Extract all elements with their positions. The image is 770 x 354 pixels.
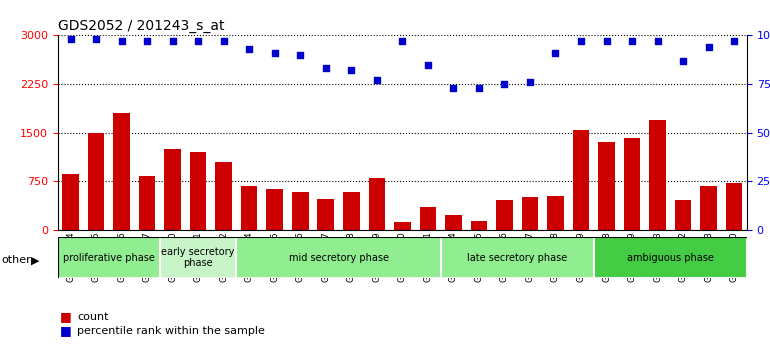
Point bbox=[651, 38, 664, 44]
Point bbox=[575, 38, 588, 44]
Bar bbox=[58, 237, 160, 278]
Text: mid secretory phase: mid secretory phase bbox=[289, 252, 389, 263]
Bar bbox=[216, 162, 232, 230]
Bar bbox=[292, 192, 309, 230]
Bar bbox=[113, 113, 130, 230]
Text: other: other bbox=[2, 255, 32, 265]
Text: GDS2052 / 201243_s_at: GDS2052 / 201243_s_at bbox=[58, 19, 224, 33]
Bar bbox=[701, 186, 717, 230]
Bar bbox=[190, 152, 206, 230]
Point bbox=[90, 36, 102, 42]
Text: early secretory
phase: early secretory phase bbox=[162, 247, 235, 268]
Text: proliferative phase: proliferative phase bbox=[63, 252, 155, 263]
Bar bbox=[440, 237, 594, 278]
Point bbox=[524, 79, 536, 85]
Text: late secretory phase: late secretory phase bbox=[467, 252, 567, 263]
Bar bbox=[726, 183, 742, 230]
Bar bbox=[624, 138, 641, 230]
Bar bbox=[62, 174, 79, 230]
Bar bbox=[317, 199, 334, 230]
Point bbox=[345, 68, 357, 73]
Point bbox=[116, 38, 128, 44]
Text: ▶: ▶ bbox=[31, 255, 39, 265]
Bar bbox=[594, 237, 747, 278]
Point bbox=[217, 38, 229, 44]
Point bbox=[728, 38, 740, 44]
Point bbox=[65, 36, 77, 42]
Point bbox=[269, 50, 281, 56]
Bar bbox=[343, 192, 360, 230]
Point bbox=[498, 81, 511, 87]
Point bbox=[626, 38, 638, 44]
Bar bbox=[496, 200, 513, 230]
Point bbox=[294, 52, 306, 58]
Bar bbox=[598, 142, 614, 230]
Bar bbox=[420, 207, 436, 230]
Point bbox=[320, 65, 332, 71]
Point bbox=[447, 85, 460, 91]
Bar bbox=[547, 196, 564, 230]
Point bbox=[422, 62, 434, 67]
Text: ■: ■ bbox=[60, 325, 72, 337]
Point bbox=[677, 58, 689, 63]
Point bbox=[192, 38, 204, 44]
Point bbox=[396, 38, 408, 44]
Point bbox=[166, 38, 179, 44]
Bar bbox=[470, 221, 487, 230]
Bar bbox=[445, 215, 462, 230]
Text: percentile rank within the sample: percentile rank within the sample bbox=[77, 326, 265, 336]
Point bbox=[243, 46, 256, 52]
Point bbox=[549, 50, 561, 56]
Bar bbox=[675, 200, 691, 230]
Bar bbox=[649, 120, 666, 230]
Bar bbox=[573, 130, 589, 230]
Bar bbox=[139, 176, 156, 230]
Bar bbox=[266, 189, 283, 230]
Bar bbox=[236, 237, 440, 278]
Bar bbox=[164, 149, 181, 230]
Bar bbox=[160, 237, 236, 278]
Bar bbox=[394, 222, 410, 230]
Point bbox=[702, 44, 715, 50]
Text: ambiguous phase: ambiguous phase bbox=[627, 252, 714, 263]
Bar bbox=[241, 186, 257, 230]
Bar bbox=[521, 197, 538, 230]
Text: count: count bbox=[77, 312, 109, 322]
Point bbox=[370, 77, 383, 83]
Bar bbox=[88, 133, 104, 230]
Bar bbox=[369, 178, 385, 230]
Point bbox=[601, 38, 613, 44]
Point bbox=[473, 85, 485, 91]
Text: ■: ■ bbox=[60, 310, 72, 323]
Point bbox=[141, 38, 153, 44]
